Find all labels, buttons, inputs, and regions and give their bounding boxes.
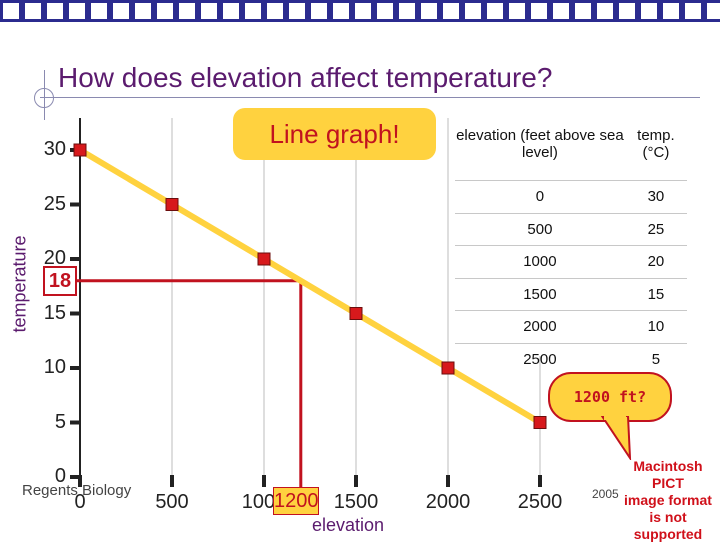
checker-square — [179, 3, 195, 19]
table-row: 1500 15 — [455, 277, 687, 311]
table-header-temp: temp. (°C) — [637, 127, 675, 161]
data-point — [73, 143, 87, 157]
table-row: 2000 10 — [455, 310, 687, 343]
x-tick-label: 1500 — [333, 491, 379, 513]
annotation-guides — [74, 279, 303, 487]
checker-square — [377, 3, 393, 19]
crosshair-ornament — [34, 88, 54, 108]
x-tick-label: 500 — [155, 491, 189, 513]
x-tick-label: 0 — [74, 491, 86, 513]
annotation-y-label: 18 — [43, 266, 77, 296]
series-line — [78, 147, 542, 426]
table-row: 1000 20 — [455, 245, 687, 278]
annotation-x-label: 1200 — [273, 487, 319, 515]
footer-course: Regents Biology — [22, 482, 132, 499]
y-tick-label: 25 — [43, 192, 66, 215]
checker-square — [487, 3, 503, 19]
table-cell: 500 — [455, 212, 625, 246]
checker-square — [597, 3, 613, 19]
slide-top-bar — [0, 0, 720, 22]
checker-square — [443, 3, 459, 19]
data-table: elevation (feet above sea level) temp. (… — [455, 108, 687, 375]
checker-square — [641, 3, 657, 19]
table-cell: 20 — [624, 245, 687, 278]
checker-square — [267, 3, 283, 19]
pict-line: Macintosh PICT — [633, 458, 703, 491]
checker-square — [135, 3, 151, 19]
checker-square — [113, 3, 129, 19]
checker-square — [311, 3, 327, 19]
checker-square — [531, 3, 547, 19]
table-cell: 5 — [624, 342, 687, 375]
checker-square — [553, 3, 569, 19]
y-tick-label: 20 — [43, 247, 66, 269]
checker-square — [47, 3, 63, 19]
pict-line: is not supported — [633, 509, 703, 542]
pict-line: image format — [624, 492, 712, 508]
x-axis-label: elevation — [312, 515, 385, 535]
bubble-tail — [600, 416, 632, 460]
checker-square — [685, 3, 701, 19]
checker-square — [355, 3, 371, 19]
data-point — [165, 198, 179, 211]
checker-square — [223, 3, 239, 19]
table-cell: 10 — [624, 310, 687, 343]
checker-square — [333, 3, 349, 19]
data-point — [349, 307, 363, 320]
checker-square — [69, 3, 85, 19]
table-cell: 2000 — [455, 310, 625, 343]
chart-markers — [73, 143, 547, 429]
slide-title: How does elevation affect temperature? — [58, 62, 553, 93]
checker-square — [707, 3, 720, 19]
y-tick-label: 0 — [54, 465, 66, 487]
y-tick-label: 30 — [43, 138, 66, 160]
table-cell: 15 — [624, 277, 687, 311]
x-tick-label: 2000 — [425, 491, 471, 513]
table-row: 0 30 — [455, 180, 687, 213]
chart-axes — [70, 118, 542, 487]
checker-square — [245, 3, 261, 19]
checker-square — [399, 3, 415, 19]
checker-square — [663, 3, 679, 19]
checker-square — [289, 3, 305, 19]
question-bubble: 1200 ft? — [548, 372, 672, 422]
data-point — [257, 252, 271, 266]
data-point — [441, 361, 455, 375]
y-axis-label: temperature — [9, 235, 30, 333]
checker-square — [25, 3, 41, 19]
table-cell: 0 — [455, 180, 625, 213]
checker-square — [201, 3, 217, 19]
checker-square — [91, 3, 107, 19]
checker-pattern — [3, 3, 720, 19]
table-row: 2500 5 — [455, 342, 687, 375]
checker-square — [575, 3, 591, 19]
title-rule — [40, 97, 700, 98]
checker-square — [509, 3, 525, 19]
table-cell: 30 — [624, 180, 687, 213]
table-cell: 1000 — [455, 245, 625, 278]
y-tick-label: 5 — [54, 410, 66, 433]
table-header-elevation: elevation (feet above sea level) — [456, 127, 624, 161]
x-tick-label: 2500 — [517, 491, 563, 513]
table-row: 500 25 — [455, 212, 687, 246]
table-cell: 25 — [624, 212, 687, 246]
checker-square — [421, 3, 437, 19]
checker-square — [619, 3, 635, 19]
y-tick-label: 15 — [43, 301, 66, 324]
checker-square — [465, 3, 481, 19]
line-graph-callout: Line graph! — [233, 108, 436, 160]
data-point — [533, 416, 547, 429]
table-cell: 1500 — [455, 277, 625, 311]
y-tick-label: 10 — [43, 356, 66, 378]
table-cell: 2500 — [455, 342, 625, 375]
annotation-guide — [74, 279, 303, 487]
chart-series — [78, 147, 542, 426]
footer-year: 2005 — [592, 487, 619, 501]
checker-square — [3, 3, 19, 19]
pict-placeholder: Macintosh PICT image format is not suppo… — [616, 458, 720, 543]
checker-square — [157, 3, 173, 19]
